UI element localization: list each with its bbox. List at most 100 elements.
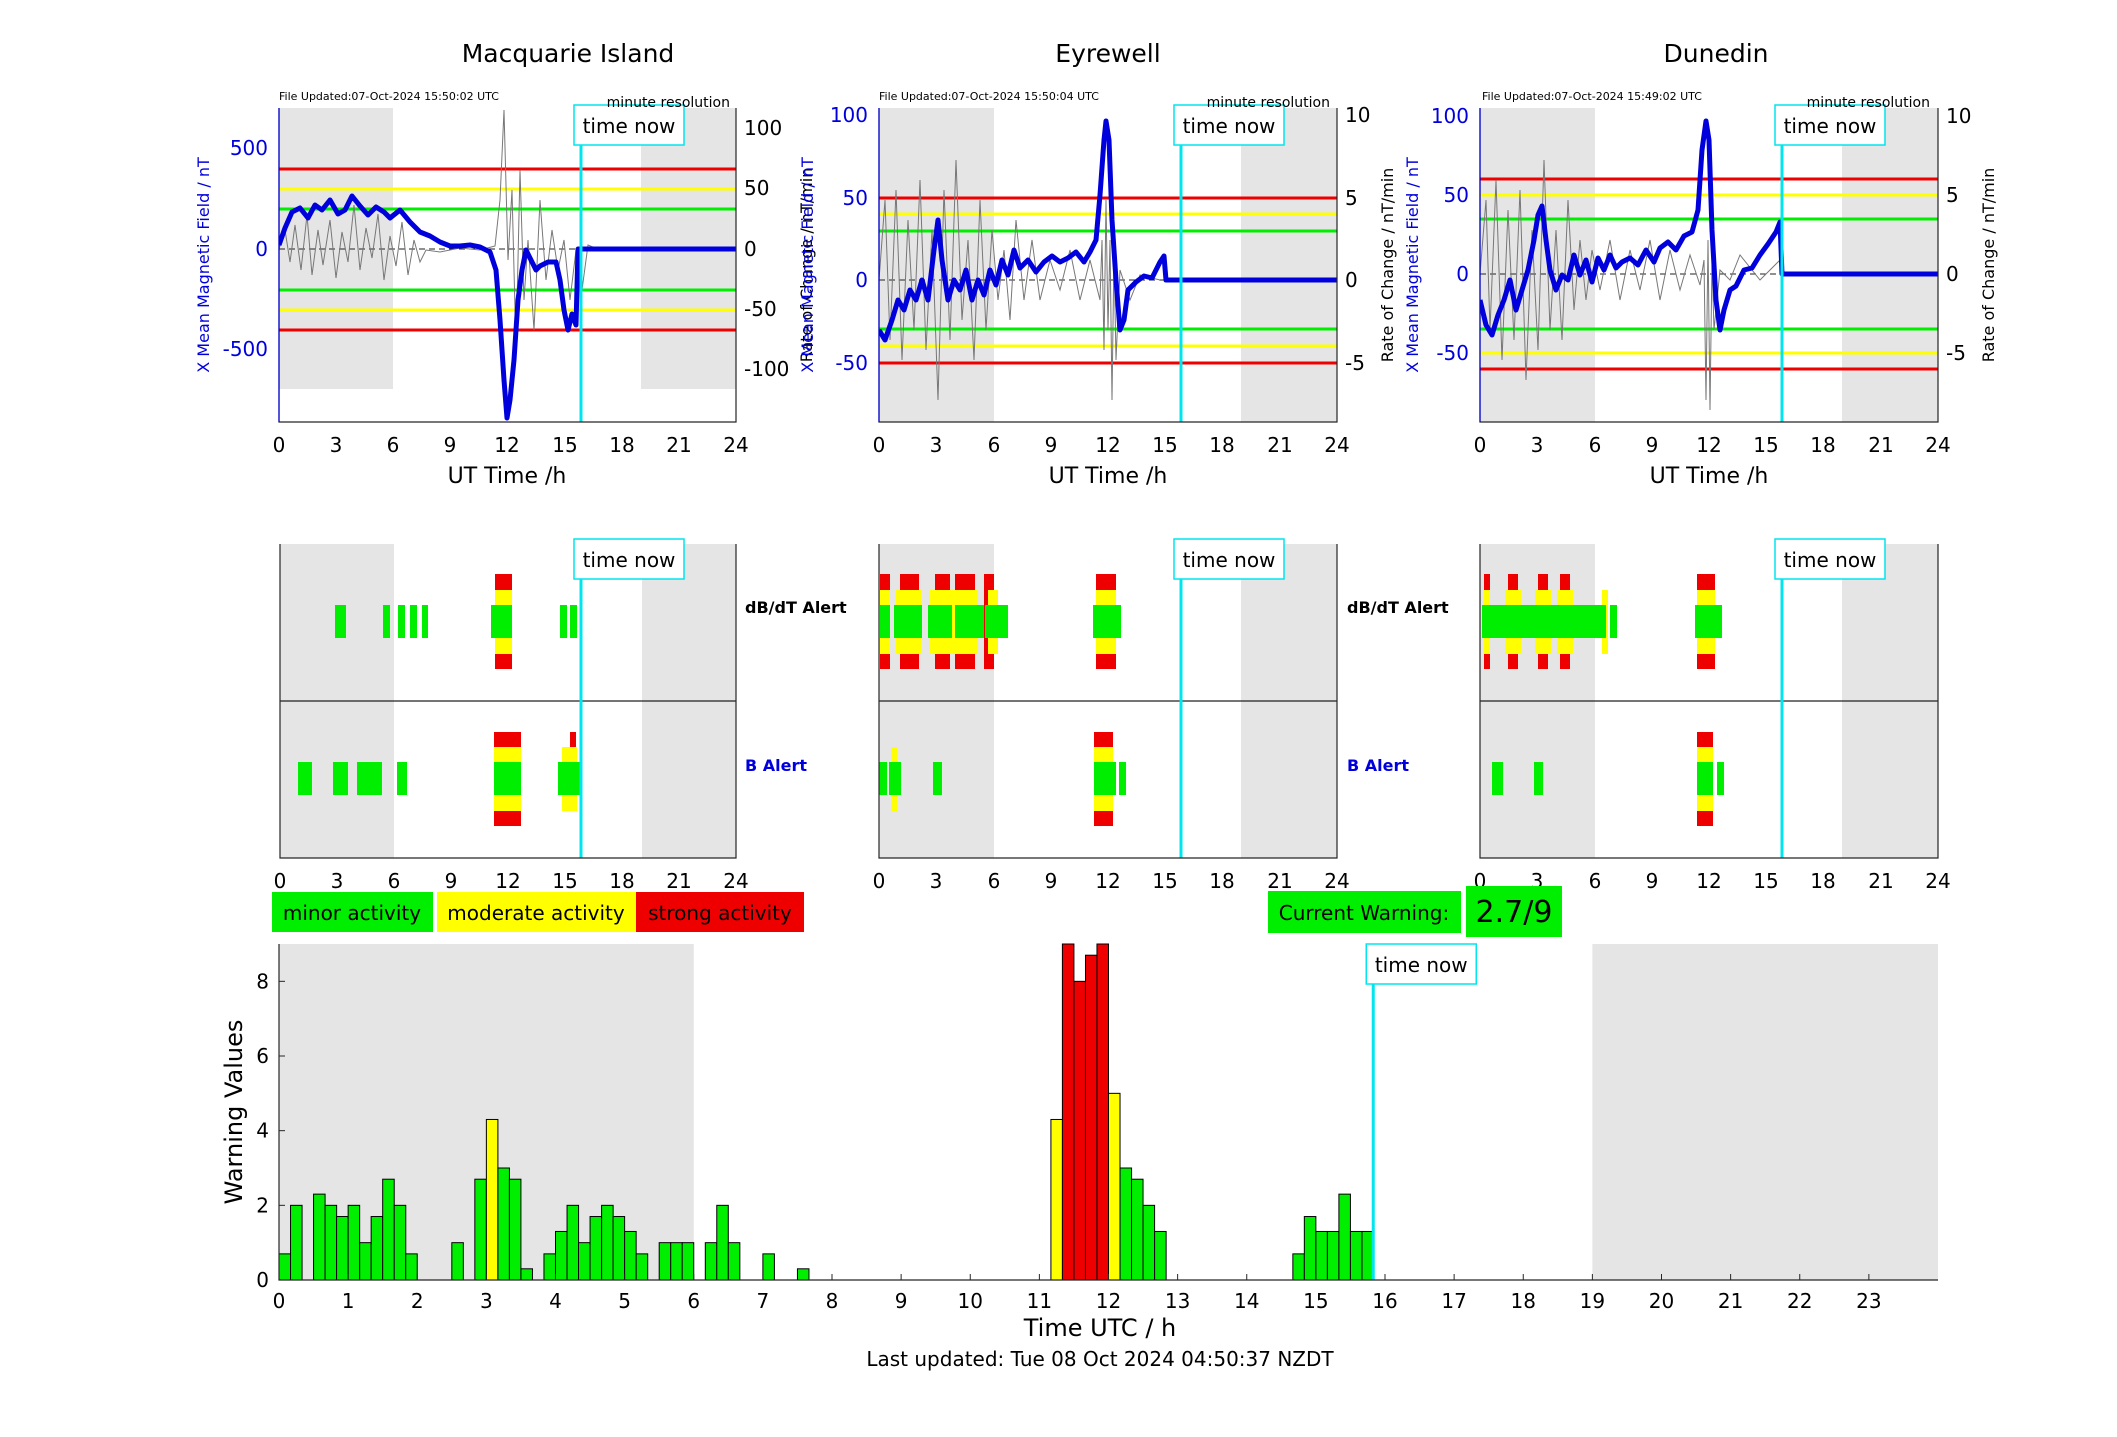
b-alert-label: B Alert bbox=[1347, 756, 1409, 775]
x-tick-label: 16 bbox=[1372, 1289, 1397, 1313]
svg-text:0: 0 bbox=[1456, 262, 1469, 286]
right-ylabel: Rate of Change / nT/min bbox=[797, 168, 816, 363]
svg-text:100: 100 bbox=[744, 116, 782, 140]
axes-frame bbox=[279, 544, 737, 859]
svg-text:10: 10 bbox=[1946, 104, 1971, 128]
legend-moderate-label: moderate activity bbox=[447, 901, 625, 925]
night-shade-early bbox=[279, 108, 393, 389]
x-tick-label: 13 bbox=[1165, 1289, 1190, 1313]
svg-text:0: 0 bbox=[274, 869, 287, 893]
x-tick-label: 5 bbox=[618, 1289, 631, 1313]
x-axis-label: UT Time /h bbox=[1049, 464, 1168, 489]
time-now-label: time now bbox=[583, 114, 676, 138]
alert-panel-eyrewell: time now dB/dT Alert B Alert 0 3 6 9 12 … bbox=[873, 538, 1449, 893]
svg-text:21: 21 bbox=[1868, 869, 1893, 893]
svg-text:100: 100 bbox=[830, 103, 868, 127]
svg-text:12: 12 bbox=[495, 869, 520, 893]
left-ylabel: X Mean Magnetic Field / nT bbox=[1403, 157, 1422, 373]
x-tick-label: 0 bbox=[273, 1289, 286, 1313]
y-tick-label: 6 bbox=[256, 1044, 269, 1068]
right-y-ticks: 10 5 0 -5 bbox=[1345, 103, 1370, 375]
svg-text:0: 0 bbox=[855, 268, 868, 292]
warning-bar bbox=[1292, 1253, 1305, 1281]
x-ticks: 0 3 6 9 12 15 18 21 24 bbox=[273, 433, 749, 457]
warning-bar bbox=[313, 1193, 326, 1281]
svg-text:9: 9 bbox=[1646, 869, 1659, 893]
svg-text:0: 0 bbox=[1345, 268, 1358, 292]
warning-bar bbox=[359, 1242, 372, 1281]
warning-bars bbox=[278, 943, 1375, 1281]
svg-text:0: 0 bbox=[273, 433, 286, 457]
x-tick-label: 14 bbox=[1234, 1289, 1259, 1313]
x-tick-label: 7 bbox=[757, 1289, 770, 1313]
current-warning-label: Current Warning: bbox=[1279, 901, 1449, 925]
svg-text:12: 12 bbox=[494, 433, 519, 457]
svg-text:24: 24 bbox=[1324, 869, 1349, 893]
warning-bar bbox=[1108, 1092, 1121, 1281]
x-ticks: 0 3 6 9 12 15 18 21 24 bbox=[873, 869, 1350, 893]
x-tick-label: 20 bbox=[1649, 1289, 1674, 1313]
warning-bar bbox=[1142, 1204, 1156, 1281]
y-tick-label: 0 bbox=[256, 1268, 269, 1292]
axes-frame bbox=[878, 544, 1338, 859]
svg-text:3: 3 bbox=[930, 869, 943, 893]
svg-text:24: 24 bbox=[1925, 869, 1950, 893]
night-shade-early bbox=[879, 108, 994, 422]
svg-text:15: 15 bbox=[552, 869, 577, 893]
resolution-text: minute resolution bbox=[607, 95, 730, 111]
last-updated-footer: Last updated: Tue 08 Oct 2024 04:50:37 N… bbox=[866, 1347, 1334, 1371]
warning-bar bbox=[393, 1204, 407, 1281]
b-alert-label: B Alert bbox=[745, 756, 807, 775]
warning-bar bbox=[278, 1253, 292, 1281]
svg-text:0: 0 bbox=[873, 869, 886, 893]
x-ticks: 0 3 6 9 12 15 18 21 24 bbox=[274, 869, 749, 893]
svg-text:24: 24 bbox=[723, 869, 748, 893]
legend-minor-label: minor activity bbox=[283, 901, 421, 925]
x-tick-label: 11 bbox=[1027, 1289, 1052, 1313]
station-panel-macquarie: Macquarie Island time now File Updated:0… bbox=[194, 39, 816, 489]
y-ticks: 0 2 4 6 8 bbox=[256, 969, 285, 1292]
left-y-ticks: 100 50 0 -50 bbox=[830, 103, 868, 375]
time-now-label: time now bbox=[1375, 953, 1468, 977]
warning-bar bbox=[670, 1242, 683, 1281]
left-y-ticks: 100 50 0 -50 bbox=[1431, 104, 1469, 365]
dbdt-alert-label: dB/dT Alert bbox=[745, 598, 847, 617]
time-now-label: time now bbox=[1784, 114, 1877, 138]
y-tick-label: 2 bbox=[256, 1193, 269, 1217]
x-tick-label: 22 bbox=[1787, 1289, 1812, 1313]
svg-text:12: 12 bbox=[1095, 433, 1120, 457]
x-tick-label: 17 bbox=[1441, 1289, 1466, 1313]
x-tick-label: 9 bbox=[895, 1289, 908, 1313]
warning-bar bbox=[578, 1242, 591, 1281]
svg-text:15: 15 bbox=[1152, 433, 1177, 457]
right-ylabel: Rate of Change / nT/min bbox=[1378, 168, 1397, 363]
svg-text:21: 21 bbox=[1267, 869, 1292, 893]
night-shade-late bbox=[1842, 108, 1938, 422]
svg-text:0: 0 bbox=[1946, 262, 1959, 286]
rate-of-change-trace bbox=[879, 159, 1161, 401]
svg-text:50: 50 bbox=[843, 186, 868, 210]
svg-text:6: 6 bbox=[1589, 869, 1602, 893]
svg-text:9: 9 bbox=[444, 433, 457, 457]
right-y-ticks: 100 50 0 -50 -100 bbox=[744, 116, 789, 381]
svg-text:24: 24 bbox=[723, 433, 748, 457]
svg-text:15: 15 bbox=[1753, 433, 1778, 457]
station-panel-eyrewell: Eyrewell time now File Updated:07-Oct-20… bbox=[798, 39, 1397, 489]
warning-bar bbox=[704, 1242, 718, 1281]
warning-bar bbox=[474, 1178, 487, 1281]
warning-bar bbox=[1154, 1230, 1167, 1281]
svg-text:15: 15 bbox=[552, 433, 577, 457]
warning-bar bbox=[624, 1230, 637, 1281]
dbdt-alert-label: dB/dT Alert bbox=[1347, 598, 1449, 617]
svg-text:6: 6 bbox=[1589, 433, 1602, 457]
x-tick-label: 18 bbox=[1511, 1289, 1536, 1313]
x-tick-label: 10 bbox=[958, 1289, 983, 1313]
time-now-label: time now bbox=[1183, 548, 1276, 572]
svg-text:15: 15 bbox=[1753, 869, 1778, 893]
svg-text:18: 18 bbox=[1209, 869, 1234, 893]
time-now-label: time now bbox=[1784, 548, 1877, 572]
x-tick-label: 4 bbox=[549, 1289, 562, 1313]
time-now-label: time now bbox=[583, 548, 676, 572]
svg-text:21: 21 bbox=[666, 869, 691, 893]
